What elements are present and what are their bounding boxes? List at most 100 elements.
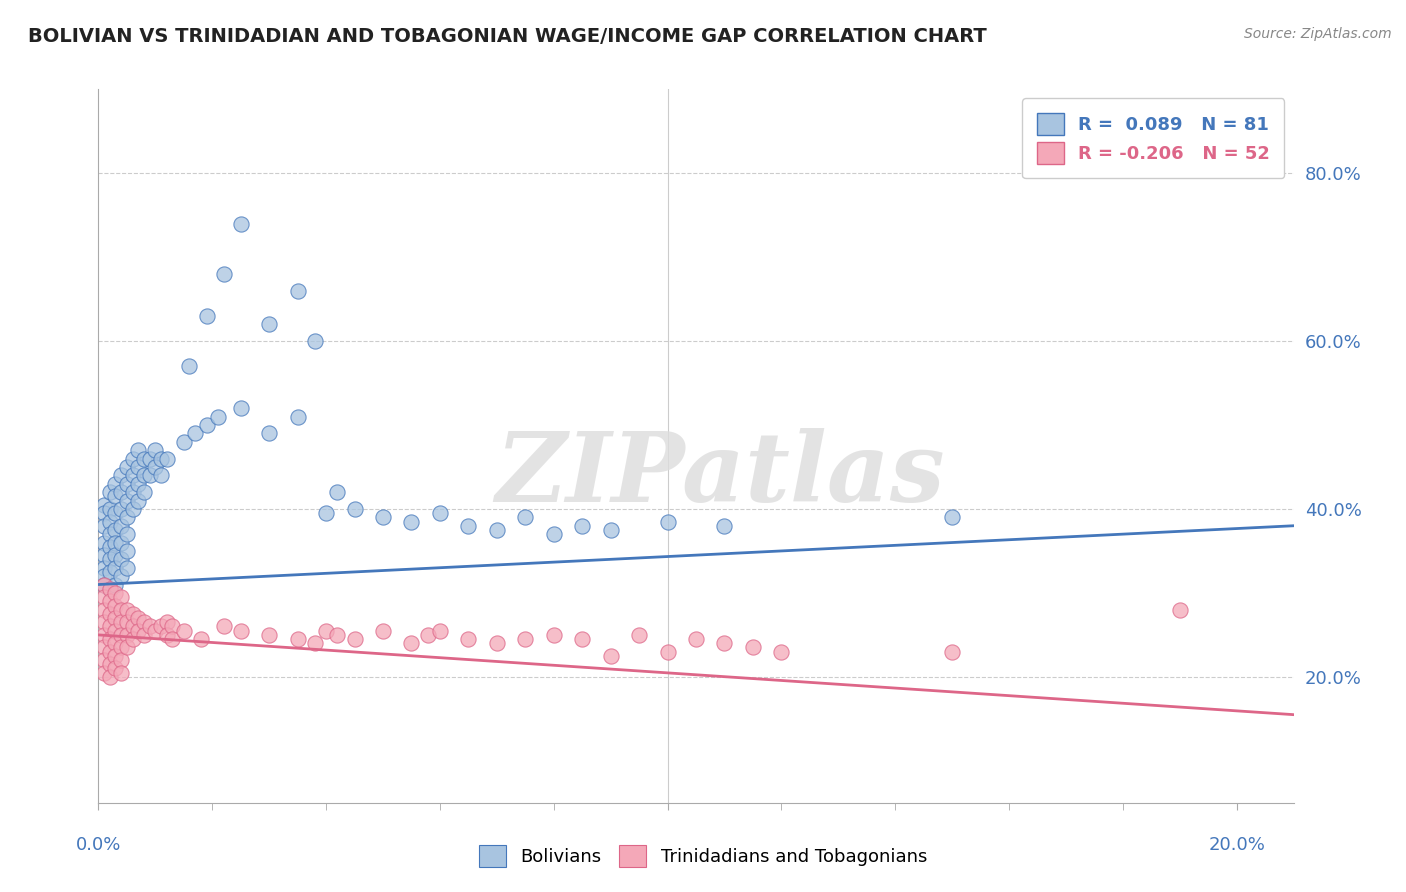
Point — [121, 451, 143, 466]
Point — [657, 515, 679, 529]
Point — [184, 426, 207, 441]
Point — [287, 284, 309, 298]
Point — [104, 636, 127, 650]
Point — [93, 603, 115, 617]
Point — [599, 648, 621, 663]
Point — [315, 624, 337, 638]
Point — [121, 607, 143, 621]
Point — [93, 653, 115, 667]
Point — [93, 518, 115, 533]
Point — [110, 468, 132, 483]
Point — [98, 515, 121, 529]
Point — [115, 527, 138, 541]
Point — [143, 443, 166, 458]
Point — [543, 527, 565, 541]
Point — [229, 217, 252, 231]
Point — [93, 498, 115, 512]
Point — [315, 506, 337, 520]
Point — [98, 540, 121, 554]
Point — [457, 518, 479, 533]
Point — [941, 645, 963, 659]
Point — [257, 628, 280, 642]
Point — [195, 417, 218, 432]
Point — [571, 632, 593, 646]
Point — [713, 518, 735, 533]
Point — [104, 560, 127, 574]
Point — [162, 619, 184, 633]
Point — [156, 615, 179, 630]
Point — [173, 624, 195, 638]
Point — [132, 485, 155, 500]
Point — [713, 636, 735, 650]
Text: 0.0%: 0.0% — [76, 837, 121, 855]
Point — [98, 502, 121, 516]
Point — [115, 493, 138, 508]
Point — [287, 409, 309, 424]
Point — [115, 628, 138, 642]
Point — [121, 485, 143, 500]
Point — [115, 615, 138, 630]
Point — [104, 661, 127, 675]
Point — [457, 632, 479, 646]
Point — [127, 493, 149, 508]
Point — [98, 670, 121, 684]
Point — [287, 632, 309, 646]
Point — [138, 619, 160, 633]
Point — [98, 607, 121, 621]
Point — [371, 624, 394, 638]
Point — [543, 628, 565, 642]
Point — [401, 515, 423, 529]
Point — [212, 619, 235, 633]
Point — [212, 267, 235, 281]
Point — [179, 359, 201, 374]
Point — [98, 645, 121, 659]
Point — [371, 510, 394, 524]
Point — [150, 468, 173, 483]
Point — [127, 624, 149, 638]
Point — [326, 485, 349, 500]
Point — [121, 468, 143, 483]
Point — [127, 443, 149, 458]
Point — [257, 426, 280, 441]
Point — [150, 619, 173, 633]
Point — [93, 535, 115, 549]
Point — [143, 460, 166, 475]
Point — [229, 401, 252, 416]
Point — [121, 502, 143, 516]
Point — [104, 648, 127, 663]
Point — [143, 624, 166, 638]
Point — [98, 619, 121, 633]
Text: ZIPatlas: ZIPatlas — [495, 427, 945, 522]
Point — [110, 569, 132, 583]
Point — [115, 510, 138, 524]
Point — [104, 611, 127, 625]
Point — [93, 590, 115, 604]
Point — [98, 565, 121, 579]
Point — [110, 518, 132, 533]
Point — [162, 632, 184, 646]
Point — [110, 653, 132, 667]
Point — [515, 510, 537, 524]
Point — [173, 434, 195, 449]
Point — [485, 523, 508, 537]
Point — [104, 535, 127, 549]
Point — [741, 640, 763, 655]
Point — [156, 451, 179, 466]
Point — [195, 309, 218, 323]
Point — [104, 599, 127, 613]
Point — [115, 640, 138, 655]
Point — [229, 624, 252, 638]
Point — [93, 548, 115, 562]
Point — [138, 451, 160, 466]
Point — [207, 409, 229, 424]
Point — [104, 586, 127, 600]
Point — [132, 628, 155, 642]
Point — [110, 665, 132, 680]
Point — [110, 502, 132, 516]
Point — [110, 628, 132, 642]
Point — [110, 615, 132, 630]
Point — [343, 632, 366, 646]
Text: BOLIVIAN VS TRINIDADIAN AND TOBAGONIAN WAGE/INCOME GAP CORRELATION CHART: BOLIVIAN VS TRINIDADIAN AND TOBAGONIAN W… — [28, 27, 987, 45]
Point — [98, 594, 121, 608]
Point — [132, 468, 155, 483]
